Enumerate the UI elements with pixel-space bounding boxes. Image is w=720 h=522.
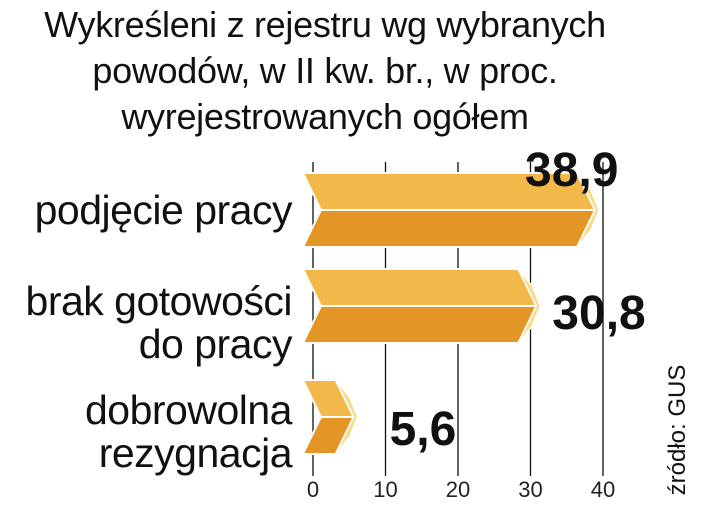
value-label-layer: 38,9 30,8 5,6 xyxy=(390,144,646,456)
bar-3-end-cap xyxy=(334,379,359,455)
bar-3 xyxy=(301,379,359,455)
tick-label-2: 20 xyxy=(446,477,470,502)
category-label-3: dobrowolna rezygnacja xyxy=(85,387,293,476)
bar-layer xyxy=(301,172,600,455)
bar-2-end-cap xyxy=(517,268,542,344)
category-label-3-line-1: dobrowolna xyxy=(85,387,293,433)
chart-title-line-3: wyrejestrowanych ogółem xyxy=(121,96,529,137)
category-label-1: podjęcie pracy xyxy=(34,187,293,233)
bar-2-top-face xyxy=(301,268,538,307)
chart-title-line-2: powodów, w II kw. br., w proc. xyxy=(92,50,558,91)
tick-label-1: 10 xyxy=(373,477,397,502)
category-label-3-line-2: rezygnacja xyxy=(98,430,293,476)
category-label-2-line-2: do pracy xyxy=(138,321,293,367)
bar-2-bottom-face xyxy=(301,305,538,344)
tick-label-0: 0 xyxy=(307,477,319,502)
tick-label-3: 30 xyxy=(518,477,542,502)
x-axis-ticks: 0 10 20 30 40 xyxy=(307,468,615,502)
bar-2 xyxy=(301,268,542,344)
bar-1-bottom-face xyxy=(301,209,597,248)
bar-1 xyxy=(301,172,600,248)
category-label-1-line-1: podjęcie pracy xyxy=(34,187,293,233)
tick-label-4: 40 xyxy=(591,477,615,502)
value-label-3: 5,6 xyxy=(390,403,457,456)
value-label-2: 30,8 xyxy=(552,287,645,340)
chart-title-line-1: Wykreśleni z rejestru wg wybranych xyxy=(44,4,606,45)
source-note: źródło: GUS xyxy=(664,364,691,496)
chart-title: Wykreśleni z rejestru wg wybranych powod… xyxy=(0,2,650,140)
bar-1-end-cap xyxy=(576,172,600,248)
category-label-2-line-1: brak gotowości xyxy=(25,278,293,324)
category-label-2: brak gotowości do pracy xyxy=(25,278,293,367)
value-label-1: 38,9 xyxy=(525,144,618,197)
